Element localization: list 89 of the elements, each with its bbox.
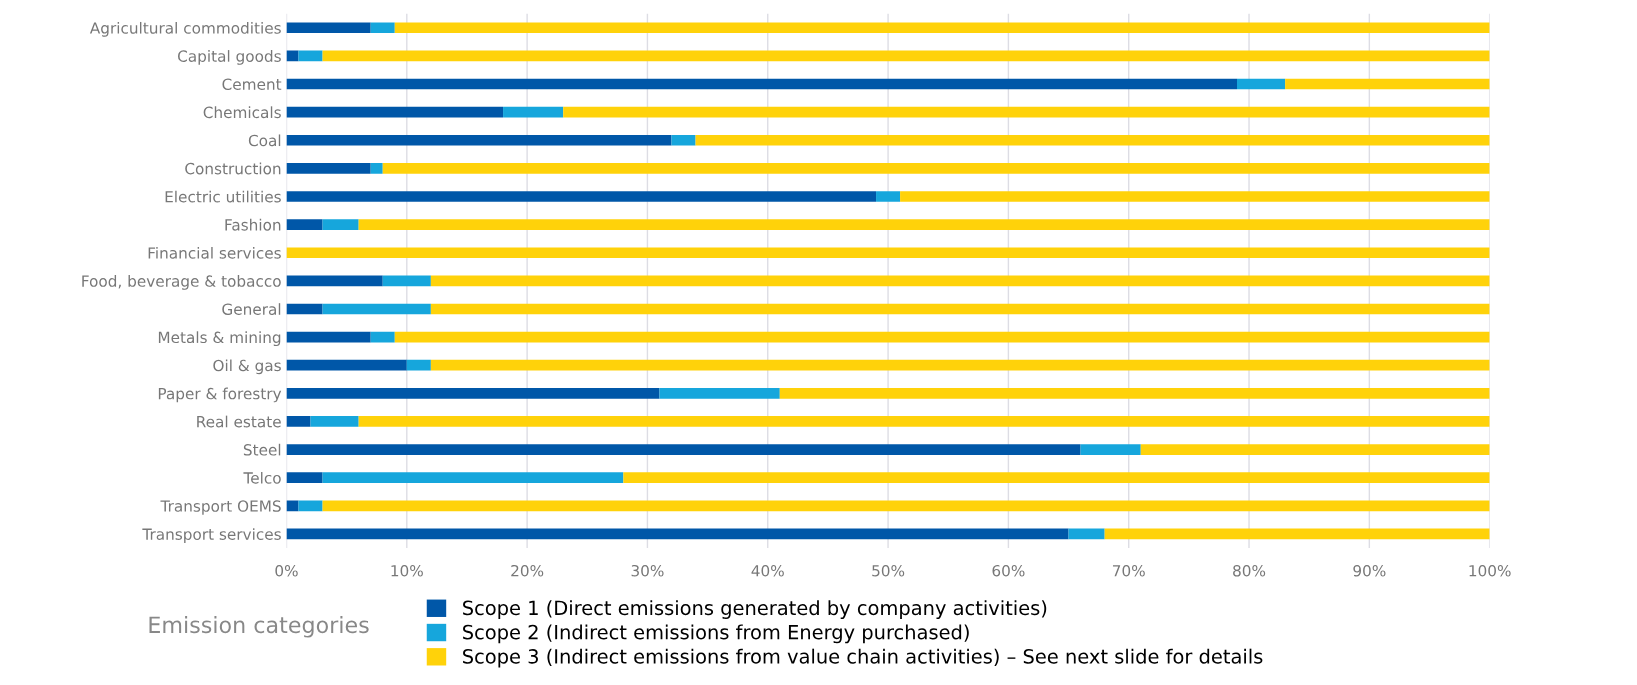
bar (563, 106, 1490, 118)
y-tick-label: Electric utilities (165, 190, 281, 203)
bar (286, 106, 504, 118)
x-tick-label: 20% (511, 564, 544, 577)
legend-label: Scope 3 (Indirect emissions from value chain activities) – See next slide for details (463, 648, 1263, 668)
bar (286, 163, 371, 174)
bar (876, 191, 901, 202)
y-tick-label: Paper & forestry (158, 387, 282, 403)
bar (1068, 528, 1105, 540)
x-tick-label: 40% (751, 564, 784, 577)
bar (310, 416, 359, 427)
bar (286, 22, 371, 34)
y-tick-label: Real estate (197, 415, 281, 428)
bar (322, 219, 359, 230)
bar (370, 331, 395, 343)
bar (286, 416, 311, 427)
bar (623, 472, 1490, 484)
bar (286, 359, 407, 371)
bar (1237, 78, 1286, 90)
y-tick-label: Cement (222, 78, 282, 91)
y-tick-label: Fashion (225, 218, 281, 231)
bar (322, 50, 1490, 62)
y-tick-label: Transport services (142, 528, 281, 543)
y-tick-label: Transport OEMS (160, 500, 281, 515)
bar (659, 387, 780, 399)
bar (286, 78, 1237, 90)
bar (1104, 528, 1490, 540)
y-tick-label: Capital goods (177, 50, 281, 65)
y-tick-label: General (222, 303, 281, 315)
legend-label: Scope 1 (Direct emissions generated by company activities) (463, 600, 1047, 619)
x-tick-label: 0% (275, 564, 298, 577)
bar (394, 22, 1490, 34)
bar (286, 191, 877, 202)
x-tick-label: 90% (1353, 564, 1386, 577)
bar (322, 472, 624, 484)
bar (286, 247, 1490, 259)
bar (286, 528, 1069, 540)
bar (286, 50, 299, 62)
legend-label: Scope 2 (Indirect emissions from Energy purchased) (463, 624, 969, 644)
bar (286, 500, 299, 512)
bar (286, 219, 323, 230)
x-tick-label: 80% (1233, 564, 1266, 577)
bar (406, 359, 431, 371)
bar (394, 331, 1490, 343)
bar (430, 359, 1490, 371)
x-tick-label: 70% (1112, 564, 1145, 577)
x-tick-label: 50% (872, 564, 905, 577)
bar (1140, 444, 1490, 455)
x-tick-label: 10% (391, 564, 423, 577)
bar (503, 106, 564, 118)
x-tick-label: 100% (1469, 564, 1511, 577)
bar (322, 500, 1490, 512)
bar (430, 275, 1490, 287)
y-tick-label: Construction (185, 162, 281, 175)
bar (382, 163, 1490, 174)
legend-title: Emission categories (149, 616, 369, 638)
y-tick-label: Financial services (148, 246, 281, 259)
bar (695, 134, 1490, 146)
bar (430, 303, 1490, 315)
bar (286, 387, 660, 399)
bar (286, 275, 383, 287)
bar (779, 387, 1490, 399)
y-tick-label: Agricultural commodities (89, 21, 281, 37)
y-tick-label: Steel (243, 443, 281, 456)
x-tick-label: 30% (631, 564, 664, 577)
bar (370, 22, 395, 34)
bar (382, 275, 431, 287)
y-tick-label: Coal (248, 134, 281, 147)
bar (286, 331, 371, 343)
bar (370, 163, 383, 174)
bar (358, 219, 1490, 230)
x-tick-label: 60% (992, 564, 1025, 577)
bar (286, 444, 1081, 455)
y-tick-label: Chemicals (203, 106, 281, 119)
bar (900, 191, 1490, 202)
bar (671, 134, 696, 146)
y-tick-label: Oil & gas (213, 359, 281, 375)
y-tick-label: Telco (243, 471, 281, 484)
bar (298, 50, 323, 62)
bar (1080, 444, 1141, 455)
bar (358, 416, 1490, 427)
bar (1285, 78, 1490, 90)
y-tick-label: Metals & mining (158, 331, 281, 347)
bar (286, 134, 672, 146)
bar (286, 303, 323, 315)
bar (286, 472, 323, 484)
bar (298, 500, 323, 512)
y-tick-label: Food, beverage & tobacco (82, 275, 281, 290)
bar (322, 303, 431, 315)
